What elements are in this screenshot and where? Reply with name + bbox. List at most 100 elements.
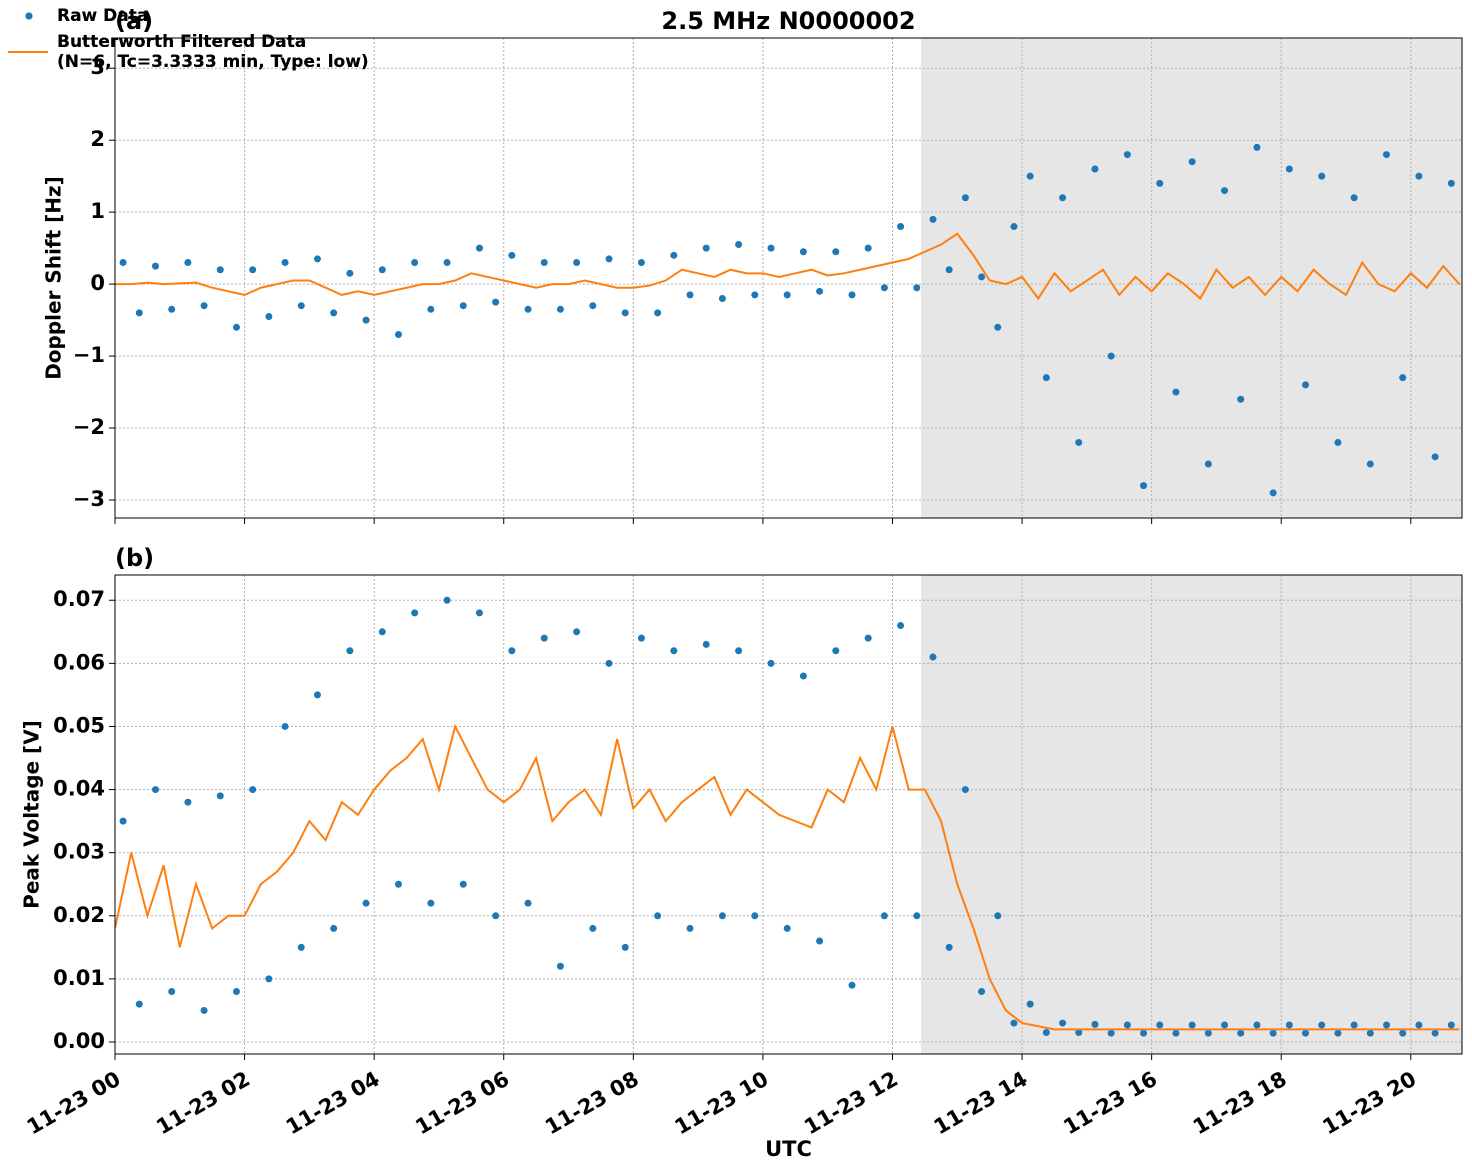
raw-point	[297, 302, 305, 310]
raw-point	[508, 251, 516, 259]
raw-point	[330, 924, 338, 932]
legend-label: Raw Data	[57, 6, 149, 26]
raw-point	[265, 975, 273, 983]
raw-point	[1010, 223, 1018, 231]
raw-point	[686, 291, 694, 299]
legend-label: Butterworth Filtered Data (N=6, Tc=3.333…	[57, 32, 369, 72]
raw-point	[961, 786, 969, 794]
legend-label: Raw Data	[57, 6, 149, 26]
raw-point	[1447, 1021, 1455, 1029]
raw-point	[1075, 438, 1083, 446]
raw-point	[880, 912, 888, 920]
raw-point	[718, 912, 726, 920]
raw-point	[637, 634, 645, 642]
raw-point	[848, 291, 856, 299]
raw-point	[929, 215, 937, 223]
y-tick-label: −3	[73, 487, 105, 511]
raw-point	[168, 988, 176, 996]
raw-point	[216, 266, 224, 274]
raw-point	[783, 291, 791, 299]
raw-point	[945, 943, 953, 951]
raw-point	[864, 244, 872, 252]
shaded-region	[920, 575, 1462, 1054]
y-axis-label: Doppler Shift [Hz]	[42, 176, 66, 380]
raw-point	[1302, 381, 1310, 389]
raw-point	[1140, 1029, 1148, 1037]
raw-point	[702, 244, 710, 252]
raw-point	[1010, 1019, 1018, 1027]
y-tick-label: 0	[90, 271, 105, 295]
raw-point	[200, 302, 208, 310]
raw-point	[1269, 1029, 1277, 1037]
raw-point	[281, 722, 289, 730]
raw-point	[605, 659, 613, 667]
raw-point	[799, 248, 807, 256]
chart-title: 2.5 MHz N0000002	[661, 7, 915, 35]
raw-point	[880, 284, 888, 292]
raw-point	[1366, 460, 1374, 468]
raw-point	[524, 305, 532, 313]
raw-point	[394, 880, 402, 888]
raw-point	[1399, 1029, 1407, 1037]
raw-point	[1091, 165, 1099, 173]
raw-point	[1334, 1029, 1342, 1037]
y-tick-label: 3	[90, 55, 105, 79]
raw-point	[978, 273, 986, 281]
plot-area	[115, 596, 1460, 1037]
raw-point	[249, 786, 257, 794]
raw-point	[767, 244, 775, 252]
raw-point	[1383, 151, 1391, 159]
raw-point	[265, 313, 273, 321]
raw-point	[1123, 151, 1131, 159]
raw-point	[556, 305, 564, 313]
x-tick-label: 11-23 20	[1319, 1067, 1421, 1140]
legend-swatch	[25, 12, 33, 20]
raw-point	[508, 647, 516, 655]
raw-point	[475, 609, 483, 617]
x-tick-label: 11-23 04	[282, 1067, 384, 1140]
raw-point	[573, 259, 581, 267]
raw-point	[1253, 1021, 1261, 1029]
raw-point	[621, 309, 629, 317]
raw-point	[1269, 489, 1277, 497]
raw-point	[945, 266, 953, 274]
raw-point	[1042, 374, 1050, 382]
raw-point	[540, 634, 548, 642]
raw-point	[1026, 172, 1034, 180]
raw-point	[1059, 194, 1067, 202]
raw-point	[281, 259, 289, 267]
raw-point	[751, 912, 759, 920]
raw-point	[670, 251, 678, 259]
raw-point	[1431, 1029, 1439, 1037]
axes-frame	[114, 37, 1463, 519]
raw-point	[897, 621, 905, 629]
raw-point	[313, 255, 321, 263]
raw-point	[832, 647, 840, 655]
y-tick-label: −1	[73, 343, 105, 367]
legend-marker	[25, 12, 33, 20]
raw-point	[735, 241, 743, 249]
raw-point	[1221, 187, 1229, 195]
x-tick-label: 11-23 14	[930, 1067, 1032, 1140]
raw-point	[1123, 1021, 1131, 1029]
raw-point	[799, 672, 807, 680]
raw-point	[492, 912, 500, 920]
raw-point	[492, 298, 500, 306]
raw-point	[864, 634, 872, 642]
raw-point	[1026, 1000, 1034, 1008]
raw-point	[1140, 482, 1148, 490]
raw-point	[961, 194, 969, 202]
raw-point	[1415, 1021, 1423, 1029]
raw-point	[119, 817, 127, 825]
raw-point	[767, 659, 775, 667]
raw-point	[151, 786, 159, 794]
x-axis-label: UTC	[765, 1137, 812, 1161]
raw-point	[330, 309, 338, 317]
raw-point	[443, 259, 451, 267]
raw-point	[362, 899, 370, 907]
raw-point	[897, 223, 905, 231]
x-tick-label: 11-23 02	[152, 1067, 254, 1140]
raw-point	[913, 284, 921, 292]
raw-point	[832, 248, 840, 256]
